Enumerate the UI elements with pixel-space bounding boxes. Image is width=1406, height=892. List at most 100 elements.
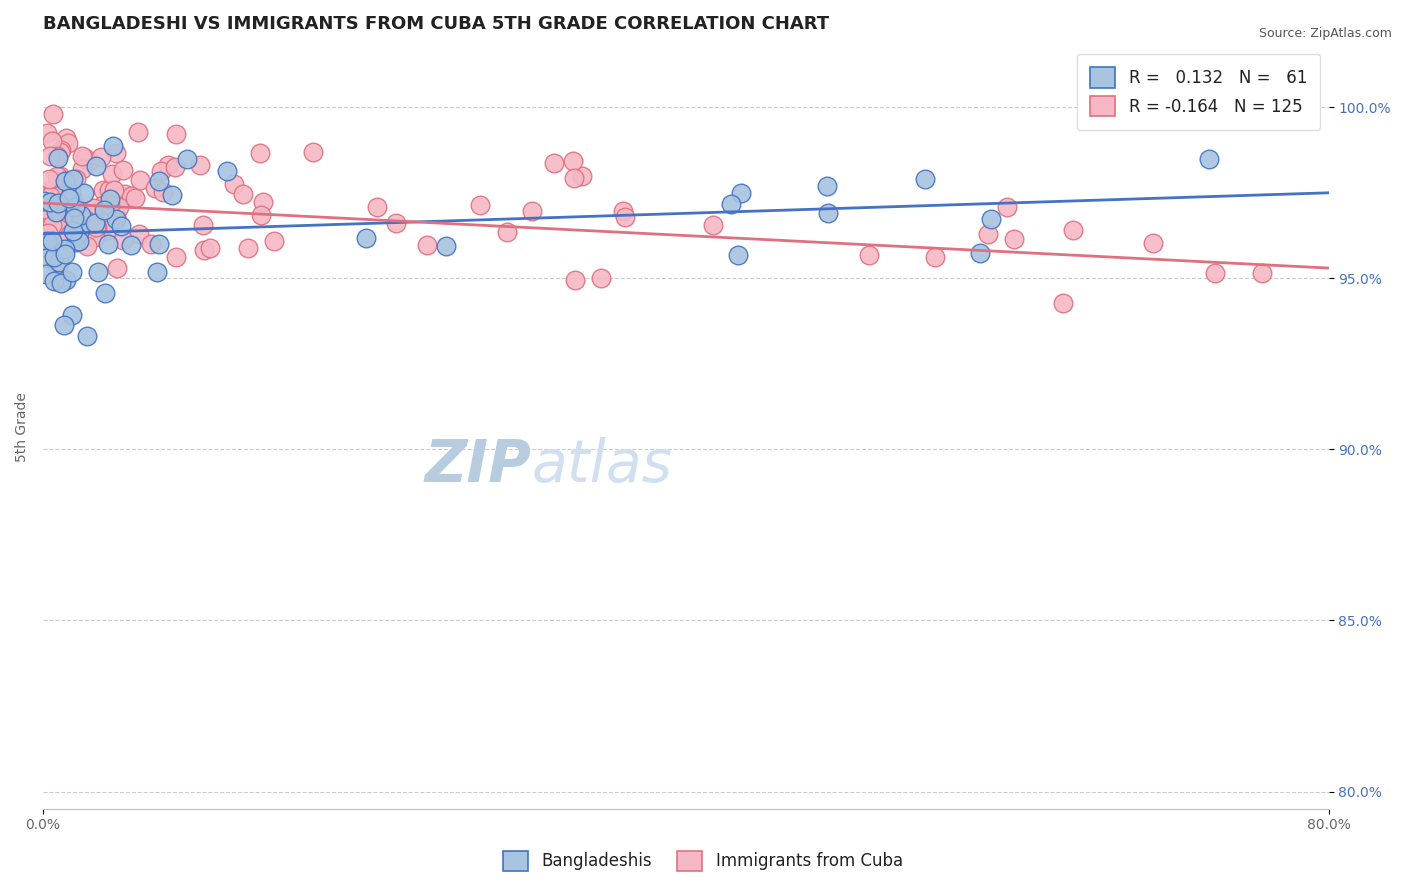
Point (562, 154, 585, 169)
Point (470, 198, 492, 212)
Point (52, 234, 75, 248)
Point (188, 158, 211, 172)
Point (702, 218, 724, 232)
Point (200, 241, 222, 255)
Point (977, 227, 1000, 242)
Point (720, 196, 742, 211)
Point (301, 145, 323, 160)
Point (969, 246, 991, 260)
Point (858, 248, 880, 262)
Point (91, 183, 114, 197)
Point (53, 247, 76, 261)
Point (55, 272, 77, 286)
Text: atlas: atlas (531, 437, 672, 494)
Point (60, 264, 83, 278)
Point (51, 207, 73, 221)
Point (65, 229, 87, 244)
Point (41, 218, 63, 232)
Point (49, 188, 72, 202)
Point (86, 220, 108, 235)
Point (42, 250, 65, 264)
Point (84, 219, 107, 234)
Point (562, 171, 585, 186)
Point (48, 219, 70, 233)
Legend: Bangladeshis, Immigrants from Cuba: Bangladeshis, Immigrants from Cuba (495, 842, 911, 880)
Point (41, 212, 63, 227)
Point (76, 239, 98, 253)
Point (60, 225, 83, 239)
Point (100, 197, 122, 211)
Legend: R =   0.132   N =   61, R = -0.164   N = 125: R = 0.132 N = 61, R = -0.164 N = 125 (1077, 54, 1320, 129)
Point (48, 196, 70, 211)
Text: BANGLADESHI VS IMMIGRANTS FROM CUBA 5TH GRADE CORRELATION CHART: BANGLADESHI VS IMMIGRANTS FROM CUBA 5TH … (44, 15, 830, 33)
Point (69, 223, 91, 237)
Point (63, 211, 86, 225)
Text: ZIP: ZIP (425, 437, 531, 494)
Point (236, 241, 259, 255)
Point (613, 210, 636, 224)
Point (37, 203, 59, 218)
Point (146, 265, 169, 279)
Point (45, 201, 67, 215)
Point (1062, 223, 1084, 237)
Point (75, 213, 97, 227)
Point (38, 194, 60, 209)
Point (72, 161, 94, 176)
Point (1142, 236, 1164, 251)
Point (105, 209, 128, 223)
Point (97, 237, 120, 252)
Point (160, 188, 183, 202)
Point (62, 192, 84, 206)
Point (49, 169, 72, 183)
Point (83, 216, 105, 230)
Point (914, 172, 936, 186)
Point (543, 156, 565, 170)
Point (90, 150, 112, 164)
Point (37, 202, 59, 216)
Point (730, 186, 752, 201)
Point (60, 308, 83, 322)
Point (193, 243, 215, 257)
Point (48, 254, 70, 268)
Point (232, 187, 254, 202)
Point (46, 149, 69, 163)
Point (34, 214, 56, 228)
Point (34, 194, 56, 209)
Point (995, 200, 1018, 214)
Point (94, 286, 117, 301)
Point (148, 237, 170, 252)
Point (44, 274, 66, 288)
Point (70, 208, 93, 222)
Point (35, 252, 58, 266)
Point (105, 261, 128, 276)
Point (46, 151, 69, 165)
Point (111, 162, 134, 177)
Point (591, 270, 613, 285)
Point (91, 198, 114, 212)
Point (65, 235, 87, 250)
Point (56, 136, 79, 150)
Point (165, 250, 187, 264)
Point (817, 206, 839, 220)
Point (34, 229, 56, 244)
Point (62, 199, 84, 213)
Point (44, 205, 66, 219)
Point (73, 186, 96, 200)
Point (496, 225, 519, 239)
Point (127, 125, 149, 139)
Point (366, 200, 388, 214)
Point (70, 203, 93, 218)
Point (249, 145, 271, 160)
Point (354, 231, 377, 245)
Point (110, 219, 132, 234)
Point (96, 223, 118, 237)
Point (111, 233, 134, 247)
Point (41, 234, 63, 248)
Point (1052, 295, 1074, 310)
Point (51, 180, 73, 194)
Point (69, 210, 91, 224)
Point (815, 179, 838, 194)
Point (49, 145, 72, 159)
Point (34, 216, 56, 230)
Point (165, 160, 187, 174)
